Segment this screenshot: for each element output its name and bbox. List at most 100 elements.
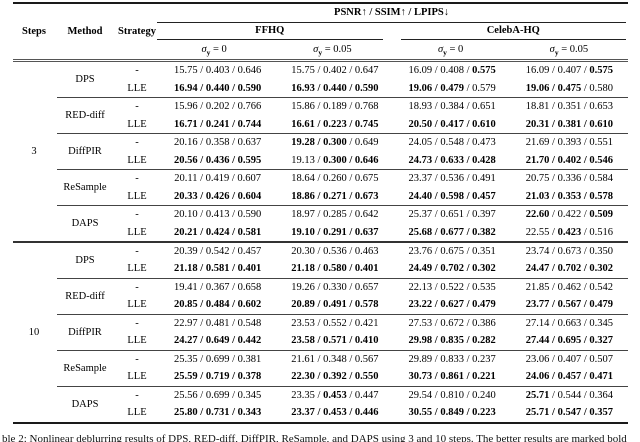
metric-separator: /	[314, 407, 324, 418]
dataset-header-ffhq: FFHQ	[157, 23, 383, 40]
metric-cell: 15.75 / 0.402 / 0.647	[276, 62, 393, 80]
psnr-value: 25.71	[525, 389, 550, 401]
ssim-value: 0.673	[557, 245, 582, 257]
metric-separator: /	[314, 190, 324, 202]
steps-group: 3 DPS -15.75 / 0.403 / 0.646 15.75 / 0.402 …	[13, 62, 628, 241]
method-block: RED-diff -19.41 / 0.367 / 0.658 19.26 / 0.…	[13, 279, 628, 314]
metric-separator: /	[432, 101, 441, 112]
metric-separator: /	[314, 101, 324, 112]
strategy-cell: LLE	[127, 263, 147, 274]
metric-separator: /	[197, 407, 206, 418]
metric-separator: /	[432, 82, 441, 94]
sigma-value: = 0	[446, 44, 464, 55]
metric-separator: /	[549, 118, 558, 130]
psnr-value: 20.31	[525, 118, 550, 130]
metric-cell: 21.03 / 0.353 / 0.578	[511, 188, 628, 206]
metric-separator: /	[229, 299, 238, 310]
metric-separator: /	[463, 65, 473, 76]
metric-separator: /	[229, 65, 238, 76]
method-block: DPS -20.39 / 0.542 / 0.457 20.30 / 0.536 /…	[13, 243, 628, 278]
psnr-value: 30.55	[408, 407, 433, 418]
metric-separator: /	[581, 65, 590, 76]
psnr-value: 23.76	[408, 245, 433, 257]
metric-separator: /	[463, 82, 473, 94]
metric-cell: 25.59 / 0.719 / 0.378	[159, 368, 276, 386]
steps-value: 10	[28, 326, 40, 338]
strategy-cell: -	[135, 173, 139, 184]
metric-cell: 20.33 / 0.426 / 0.604	[159, 188, 276, 206]
metric-separator: /	[549, 371, 558, 382]
method-name: RED-diff	[65, 110, 105, 121]
ssim-value: 0.407	[557, 65, 582, 76]
lpips-value: 0.401	[354, 263, 379, 274]
lpips-value: 0.551	[589, 137, 613, 148]
metric-separator: /	[314, 389, 324, 401]
metric-separator: /	[314, 82, 324, 94]
metric-separator: /	[463, 209, 473, 220]
lpips-value: 0.343	[237, 407, 262, 418]
metric-cell: 16.09 / 0.408 / 0.575	[394, 62, 511, 80]
ssim-value: 0.300	[323, 137, 347, 148]
sigma-subscript: y	[443, 48, 447, 58]
metric-separator: /	[197, 137, 206, 148]
metric-separator: /	[314, 371, 324, 382]
psnr-value: 25.80	[174, 407, 198, 418]
psnr-value: 25.35	[174, 353, 198, 365]
metric-separator: /	[549, 299, 558, 310]
metric-separator: /	[229, 101, 238, 112]
col-header-method: Method	[67, 26, 103, 37]
ssim-value: 0.353	[557, 190, 582, 202]
metric-separator: /	[229, 371, 238, 382]
lpips-value: 0.397	[472, 209, 496, 220]
strategy-cell: LLE	[127, 82, 147, 94]
psnr-value: 19.06	[525, 82, 550, 94]
metric-separator: /	[432, 65, 441, 76]
lpips-value: 0.463	[354, 245, 379, 257]
ssim-value: 0.835	[440, 335, 464, 346]
ssim-value: 0.542	[205, 245, 230, 257]
method-separator	[57, 349, 628, 351]
metric-cell: 20.89 / 0.491 / 0.578	[276, 296, 393, 314]
ssim-value: 0.457	[557, 371, 582, 382]
lpips-value: 0.479	[589, 299, 613, 310]
metric-separator: /	[463, 190, 473, 202]
psnr-value: 23.77	[525, 299, 550, 310]
metric-cell: 22.97 / 0.481 / 0.548	[159, 315, 276, 333]
metric-separator: /	[549, 335, 558, 346]
metric-separator: /	[346, 335, 355, 346]
lpips-value: 0.744	[237, 118, 262, 130]
method-block: DAPS -25.56 / 0.699 / 0.345 23.35 / 0.453 …	[13, 387, 628, 422]
strategy-cell: -	[135, 317, 139, 329]
metric-separator: /	[346, 281, 355, 293]
metric-separator: /	[549, 281, 558, 293]
ssim-value: 0.419	[205, 173, 230, 184]
method-name: RED-diff	[65, 290, 105, 302]
metrics-header: PSNR↑ / SSIM↑ / LPIPS↓	[157, 4, 626, 23]
metric-separator: /	[314, 209, 324, 220]
metric-separator: /	[432, 299, 441, 310]
sigma-symbol: σ	[549, 44, 555, 55]
metric-cell: 18.81 / 0.351 / 0.653	[511, 98, 628, 116]
metric-separator: /	[581, 209, 590, 220]
psnr-value: 21.18	[291, 263, 315, 274]
metric-cell: 19.26 / 0.330 / 0.657	[276, 279, 393, 297]
metric-separator: /	[314, 137, 324, 148]
ssim-value: 0.675	[440, 245, 464, 257]
lpips-value: 0.590	[354, 82, 379, 94]
sigma-value: = 0.05	[558, 44, 589, 55]
sigma-value: = 0	[210, 44, 227, 55]
ssim-value: 0.695	[557, 335, 582, 346]
metric-cell: 25.37 / 0.651 / 0.397	[394, 206, 511, 224]
psnr-value: 19.41	[174, 281, 198, 293]
lpips-value: 0.550	[354, 371, 379, 382]
lpips-value: 0.457	[237, 245, 262, 257]
ssim-value: 0.491	[323, 299, 347, 310]
metric-cell: 24.49 / 0.702 / 0.302	[394, 260, 511, 278]
psnr-value: 15.96	[174, 101, 198, 112]
metric-separator: /	[463, 407, 473, 418]
ssim-value: 0.260	[323, 173, 347, 184]
metric-separator: /	[229, 226, 238, 238]
metric-separator: /	[463, 299, 473, 310]
metric-separator: /	[346, 226, 355, 238]
metric-separator: /	[581, 353, 590, 365]
